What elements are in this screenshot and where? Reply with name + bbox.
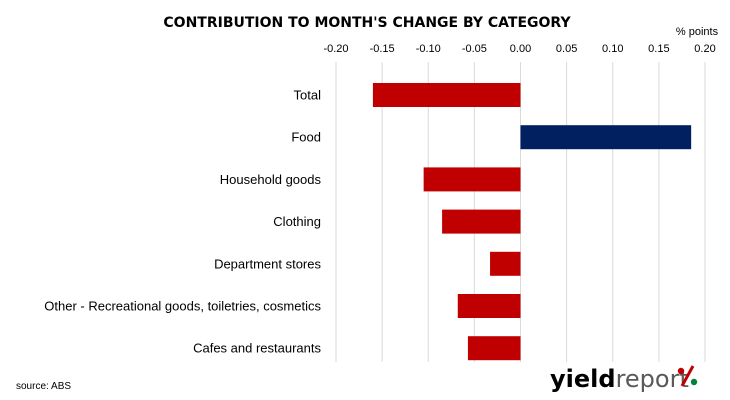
category-label: Department stores xyxy=(214,256,321,271)
yieldreport-logo: yieldreport xyxy=(550,365,698,393)
bar xyxy=(423,167,521,192)
category-label: Total xyxy=(294,88,322,103)
percent-logo-icon xyxy=(677,365,698,387)
bar xyxy=(457,294,521,318)
x-tick-label: 0.15 xyxy=(648,43,669,55)
bar xyxy=(467,336,521,361)
bar xyxy=(442,209,521,234)
x-tick-label: 0.00 xyxy=(510,43,531,55)
category-labels-group: Total Food Household goods Clothing Departme… xyxy=(44,88,321,356)
x-tick-label: 0.05 xyxy=(556,43,577,55)
bars-group xyxy=(372,83,692,361)
x-tick-label: -0.10 xyxy=(416,43,441,55)
category-label: Household goods xyxy=(220,172,322,187)
svg-text:yieldreport: yieldreport xyxy=(550,365,689,393)
category-label: Other - Recreational goods, toiletries, … xyxy=(44,299,321,314)
x-tick-labels-group: -0.20 -0.15 -0.10 -0.05 0.00 0.05 0.10 0.15 0.20 xyxy=(323,43,715,55)
bar xyxy=(490,251,521,276)
x-tick-label: 0.20 xyxy=(694,43,715,55)
unit-label: % points xyxy=(676,26,719,38)
x-tick-label: -0.05 xyxy=(462,43,487,55)
logo-text-yield: yield xyxy=(550,365,616,393)
category-label: Cafes and restaurants xyxy=(193,341,321,356)
x-tick-label: -0.20 xyxy=(323,43,348,55)
x-tick-label: -0.15 xyxy=(370,43,395,55)
bar xyxy=(520,125,692,150)
bar xyxy=(372,83,521,107)
chart-title: CONTRIBUTION TO MONTH'S CHANGE BY CATEGO… xyxy=(163,15,571,31)
logo-text-report: report xyxy=(616,365,689,393)
source-note: source: ABS xyxy=(16,381,71,392)
category-label: Food xyxy=(291,130,321,145)
x-tick-label: 0.10 xyxy=(602,43,623,55)
category-label: Clothing xyxy=(273,214,321,229)
